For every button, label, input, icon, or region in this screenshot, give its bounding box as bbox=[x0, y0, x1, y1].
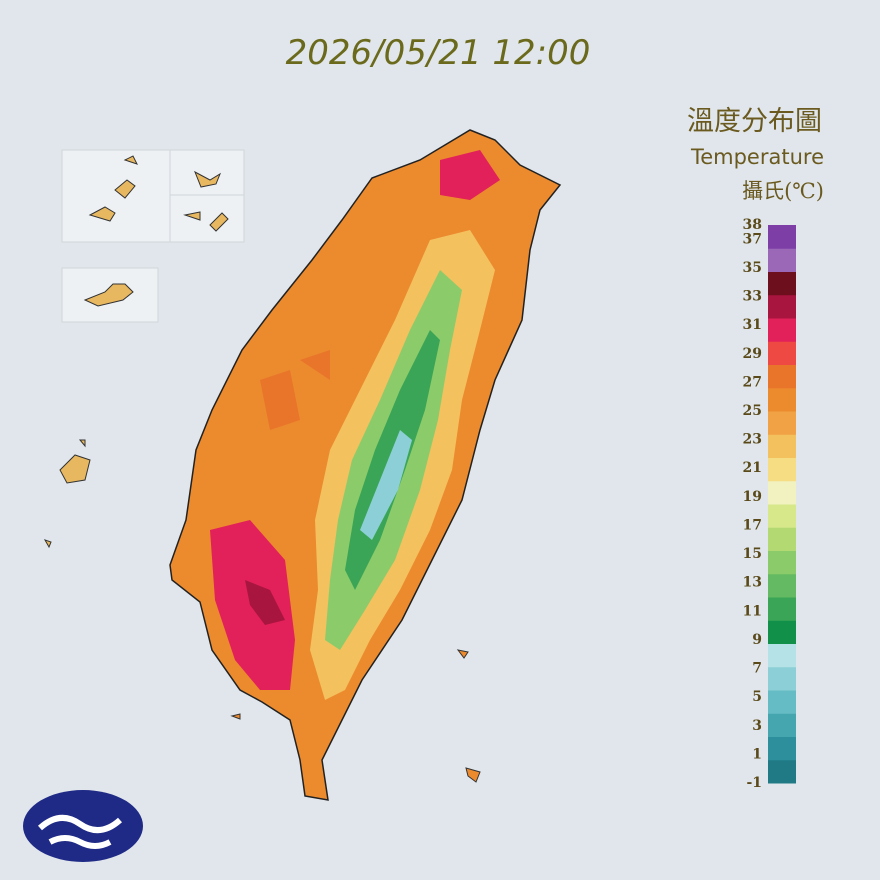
legend-label: 23 bbox=[743, 432, 762, 448]
legend-swatch bbox=[768, 225, 796, 249]
legend-label: -1 bbox=[746, 775, 762, 791]
legend-swatch bbox=[768, 341, 796, 365]
legend-label: 37 bbox=[743, 231, 762, 247]
unit-label: 攝氏(℃) bbox=[742, 179, 824, 203]
map-title: 溫度分布圖 bbox=[687, 106, 822, 137]
legend-swatch bbox=[768, 550, 796, 575]
legend-label: 5 bbox=[752, 689, 762, 705]
legend-swatch bbox=[768, 318, 796, 342]
legend-swatch bbox=[768, 713, 796, 737]
legend-swatch bbox=[768, 759, 796, 784]
legend-label: 9 bbox=[752, 632, 762, 648]
taiwan-map bbox=[169, 129, 562, 801]
legend-swatch bbox=[768, 620, 796, 644]
legend-swatch bbox=[768, 480, 796, 505]
map-subtitle: Temperature bbox=[690, 145, 824, 169]
legend-swatch bbox=[768, 364, 796, 389]
inset-islands bbox=[43, 149, 481, 783]
legend-label: 29 bbox=[743, 346, 762, 362]
legend-label: 31 bbox=[743, 317, 762, 333]
legend-swatch bbox=[768, 434, 796, 458]
legend-label: 35 bbox=[743, 260, 762, 276]
legend-label: 21 bbox=[743, 460, 762, 476]
legend-label: 11 bbox=[743, 603, 762, 619]
legend-swatch bbox=[768, 643, 796, 668]
legend-swatch bbox=[768, 597, 796, 621]
legend-label: 38 bbox=[743, 217, 762, 233]
legend-label: 33 bbox=[743, 289, 762, 305]
legend-label: 13 bbox=[743, 575, 762, 591]
legend-label: 19 bbox=[743, 489, 762, 505]
legend-label: 3 bbox=[752, 718, 762, 734]
legend-swatch bbox=[768, 294, 796, 319]
legend-swatch bbox=[768, 457, 796, 482]
legend-swatch bbox=[768, 736, 796, 761]
legend-swatch bbox=[768, 271, 796, 296]
legend-label: 27 bbox=[743, 374, 762, 390]
legend-label: 25 bbox=[743, 403, 762, 419]
legend-swatch bbox=[768, 573, 796, 598]
legend-swatch bbox=[768, 666, 796, 691]
legend-swatch bbox=[768, 411, 796, 435]
legend-swatch bbox=[768, 504, 796, 528]
legend-label: 7 bbox=[752, 661, 762, 677]
legend-swatch bbox=[768, 690, 796, 714]
legend-swatch bbox=[768, 248, 796, 272]
timestamp: 2026/05/21 12:00 bbox=[286, 33, 591, 73]
legend-swatch bbox=[768, 527, 796, 551]
legend-label: 1 bbox=[752, 746, 762, 762]
agency-logo bbox=[23, 790, 143, 862]
legend-label: 15 bbox=[743, 546, 762, 562]
legend-swatch bbox=[768, 387, 796, 412]
legend-label: 17 bbox=[743, 517, 762, 533]
